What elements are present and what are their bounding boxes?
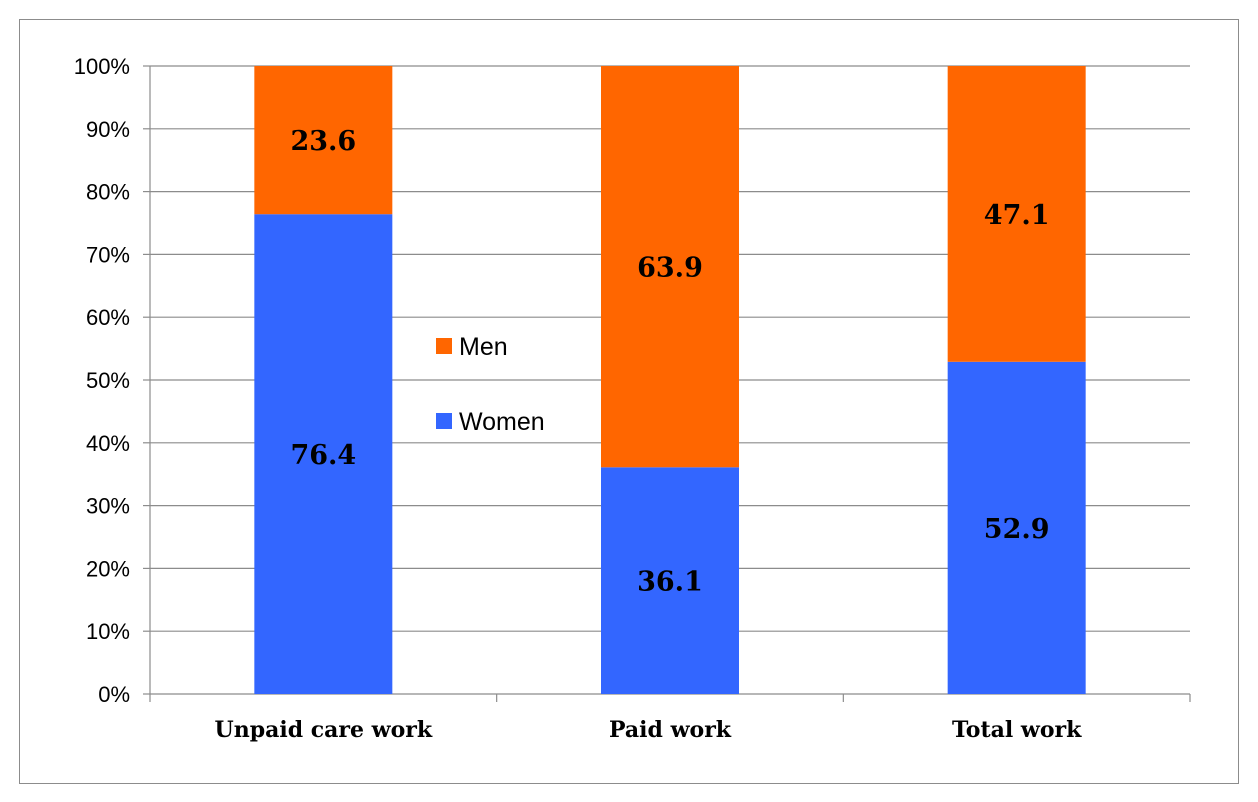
data-label: 36.1 [637, 567, 703, 598]
x-category-label: Total work [952, 717, 1082, 743]
bar-men-1 [254, 66, 393, 215]
y-tick-label: 10% [86, 619, 130, 644]
x-category-label: Unpaid care work [215, 717, 433, 743]
bar-men-3 [947, 66, 1086, 362]
data-labels: 76.4 23.6 36.1 63.9 52.9 47.1 [290, 126, 1049, 598]
legend-label-men: Men [459, 333, 508, 361]
legend-label-women: Women [459, 408, 545, 436]
bar-women-2 [601, 467, 739, 694]
y-tick-label: 20% [86, 556, 130, 581]
data-label: 47.1 [984, 200, 1050, 231]
y-tick-label: 90% [86, 117, 130, 142]
y-tick-label: 30% [86, 494, 130, 519]
bar-women-1 [254, 214, 393, 694]
y-tick-label: 80% [86, 180, 130, 205]
bars [254, 66, 1086, 694]
legend-swatch-men [436, 338, 452, 354]
y-tick-label: 40% [86, 431, 130, 456]
data-label: 63.9 [637, 253, 703, 284]
bar-men-2 [601, 66, 739, 468]
data-label: 52.9 [984, 514, 1050, 545]
y-tick-label: 70% [86, 242, 130, 267]
data-label: 23.6 [290, 126, 356, 157]
x-category-label: Paid work [609, 717, 732, 743]
y-tick-label: 50% [86, 368, 130, 393]
data-label: 76.4 [290, 440, 356, 471]
legend-swatch-women [436, 413, 452, 429]
y-tick-label: 0% [98, 682, 130, 707]
legend: Men Women [436, 333, 545, 436]
y-tick-label: 60% [86, 305, 130, 330]
y-tick-label: 100% [74, 54, 130, 79]
bar-women-3 [947, 361, 1086, 694]
